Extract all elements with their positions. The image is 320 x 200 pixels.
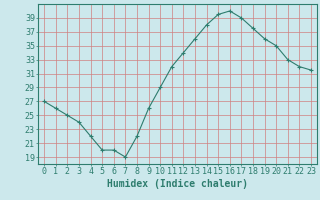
X-axis label: Humidex (Indice chaleur): Humidex (Indice chaleur)	[107, 179, 248, 189]
